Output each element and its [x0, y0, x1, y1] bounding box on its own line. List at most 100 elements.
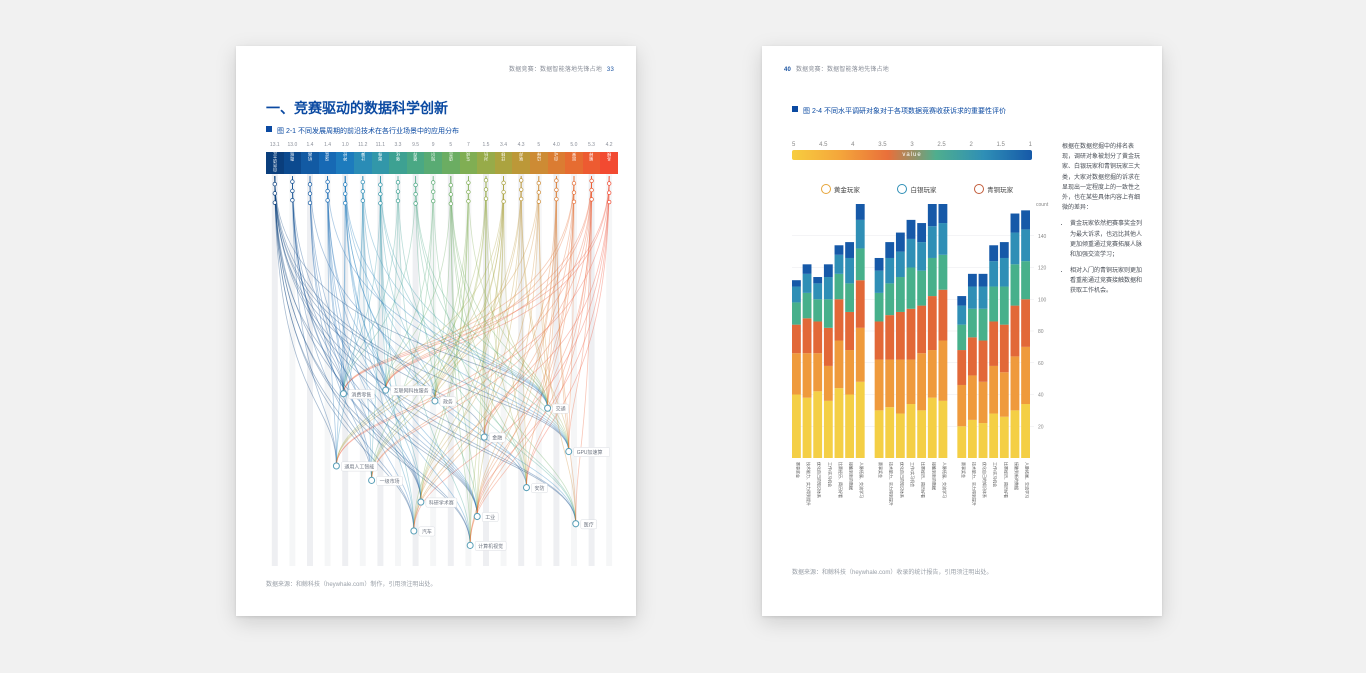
svg-text:40: 40 [1038, 393, 1044, 399]
value-legend-bar: value [792, 150, 1032, 160]
category-label: 联邦 [519, 152, 523, 163]
category-label: 自动 [554, 152, 558, 163]
category-label: 计算 [361, 152, 365, 163]
category-label: 解释 [589, 152, 593, 163]
category-segment: 机器 [301, 152, 319, 174]
source-note: 数据来源：和鲸科技（heywhale.com）制作，引用须注明出处。 [266, 579, 436, 588]
network-chart: 13.113.01.41.41.011.211.13.39.59571.53.4… [266, 142, 618, 566]
analysis-bullet: 黄金玩家依然把赛事奖金列为最大诉求，也远比其他人更加倾重通过竞赛拓展人脉和加强交… [1070, 219, 1144, 260]
svg-text:人脉拓展、交流学习: 人脉拓展、交流学习 [1025, 462, 1031, 498]
svg-text:优化自己的知识体系: 优化自己的知识体系 [817, 462, 823, 498]
category-segment: 生成 [460, 152, 478, 174]
page-number: 40 [784, 67, 791, 73]
category-segment: 图像 [372, 152, 390, 174]
category-label: 强化 [396, 152, 400, 163]
category-label: 自然语言处理 [273, 152, 277, 174]
group-legend-item: 白银玩家 [897, 184, 936, 194]
category-segment: 边缘 [530, 152, 548, 174]
svg-text:接触到新的数据: 接触到新的数据 [931, 462, 937, 490]
category-segment: 联邦 [512, 152, 530, 174]
legend-tick: 1 [1029, 142, 1032, 148]
svg-text:接触到新的数据: 接触到新的数据 [1014, 462, 1020, 490]
svg-text:工业: 工业 [485, 514, 495, 521]
scale-tick: 3.4 [495, 142, 513, 150]
group-legend-item: 青铜玩家 [974, 184, 1013, 194]
svg-text:互联网科技服务: 互联网科技服务 [394, 388, 429, 395]
analysis-bullets: 黄金玩家依然把赛事奖金列为最大诉求，也远比其他人更加倾重通过竞赛拓展人脉和加强交… [1062, 219, 1144, 296]
svg-text:工作/实习机会: 工作/实习机会 [827, 462, 833, 487]
breadcrumb: 数据竞赛：数据智能落地先锋占地 [796, 67, 889, 73]
scale-tick: 1.4 [301, 142, 319, 150]
scale-tick: 3.3 [389, 142, 407, 150]
scale-tick: 1.4 [319, 142, 337, 150]
legend-label: 黄金玩家 [834, 184, 860, 194]
report-page-right: 40 数据竞赛：数据智能落地先锋占地 图 2-4 不同水平调研对象对于各项数据竞… [762, 46, 1162, 616]
legend-label: 青铜玩家 [987, 184, 1013, 194]
legend-marker-icon [974, 184, 984, 194]
svg-text:技术能力、实力得到提升: 技术能力、实力得到提升 [971, 462, 977, 506]
svg-text:120: 120 [1038, 266, 1047, 272]
category-segment: 强化 [389, 152, 407, 174]
scale-tick: 5 [442, 142, 460, 150]
stacked-bar-chart: 20406080100120140count赛事奖金技术能力、实力得到提升优化自… [792, 198, 1052, 518]
scale-tick: 11.1 [372, 142, 390, 150]
svg-text:count: count [1036, 202, 1049, 208]
scale-tick: 7 [460, 142, 478, 150]
svg-text:赛事奖金: 赛事奖金 [961, 462, 967, 478]
scale-tick: 13.0 [284, 142, 302, 150]
legend-label: 白银玩家 [910, 184, 936, 194]
section-title: 一、竞赛驱动的数据科学创新 [266, 98, 448, 118]
scale-tick: 13.1 [266, 142, 284, 150]
svg-text:140: 140 [1038, 234, 1047, 240]
svg-text:80: 80 [1038, 329, 1044, 335]
analysis-bullet: 相对入门的青铜玩家则更加看重能通过竞赛接触数据和获取工作机会。 [1070, 266, 1144, 297]
analysis-intro: 根据在数据挖掘中的排名表现，调研对象被划分了黄金玩家、白银玩家和青铜玩家三大类，… [1062, 142, 1144, 213]
svg-text:60: 60 [1038, 361, 1044, 367]
page-header: 数据竞赛：数据智能落地先锋占地 33 [509, 64, 614, 73]
breadcrumb: 数据竞赛：数据智能落地先锋占地 [509, 67, 602, 73]
svg-text:政务: 政务 [443, 398, 453, 405]
scale-tick: 9.5 [407, 142, 425, 150]
svg-text:工作/实习机会: 工作/实习机会 [993, 462, 999, 487]
category-segment: 多模 [600, 152, 618, 174]
category-label: 多模 [607, 152, 611, 163]
network-category-bar: 自然语言处理数据机器深度神经计算图像强化推荐知识语音生成对抗迁移联邦边缘自动因果… [266, 152, 618, 174]
category-segment: 解释 [583, 152, 601, 174]
category-label: 因果 [572, 152, 576, 163]
svg-text:20: 20 [1038, 424, 1044, 430]
category-segment: 语音 [442, 152, 460, 174]
category-label: 对抗 [484, 152, 488, 163]
scale-tick: 4.0 [548, 142, 566, 150]
group-legend-item: 黄金玩家 [821, 184, 860, 194]
network-svg-area: 消费零售互联网科技服务政务金融通用人工智能一级市场科研学术赛汽车工业安防计算机视… [266, 174, 618, 566]
category-label: 深度 [325, 152, 329, 163]
svg-text:比赛经历、简历好看: 比赛经历、简历好看 [838, 462, 844, 498]
svg-text:比赛经历、简历好看: 比赛经历、简历好看 [921, 462, 927, 498]
svg-text:技术能力、实力得到提升: 技术能力、实力得到提升 [806, 462, 812, 506]
svg-text:计算机视觉: 计算机视觉 [478, 543, 503, 550]
legend-tick: 5 [792, 142, 795, 148]
scale-tick: 5.3 [583, 142, 601, 150]
category-label: 生成 [466, 152, 470, 163]
legend-tick: 4.5 [819, 142, 827, 148]
legend-tick: 1.5 [997, 142, 1005, 148]
category-label: 知识 [431, 152, 435, 163]
figure-caption: 图 2-1 不同发展周期的前沿技术在各行业场景中的应用分布 [266, 126, 459, 136]
page-header: 40 数据竞赛：数据智能落地先锋占地 [784, 64, 889, 73]
svg-text:100: 100 [1038, 297, 1047, 303]
svg-text:人脉拓展、交流学习: 人脉拓展、交流学习 [942, 462, 948, 498]
category-segment: 神经 [336, 152, 354, 174]
scale-tick: 1.0 [336, 142, 354, 150]
scale-tick: 4.2 [600, 142, 618, 150]
legend-tick: 4 [851, 142, 854, 148]
legend-tick: 3.5 [878, 142, 886, 148]
page-number: 33 [607, 67, 614, 73]
svg-text:比赛经历、简历好看: 比赛经历、简历好看 [1003, 462, 1009, 498]
category-segment: 推荐 [407, 152, 425, 174]
category-segment: 知识 [424, 152, 442, 174]
legend-marker-icon [897, 184, 907, 194]
category-label: 推荐 [413, 152, 417, 163]
svg-text:通用人工智能: 通用人工智能 [344, 463, 374, 470]
svg-text:金融: 金融 [492, 435, 502, 442]
category-label: 语音 [449, 152, 453, 163]
